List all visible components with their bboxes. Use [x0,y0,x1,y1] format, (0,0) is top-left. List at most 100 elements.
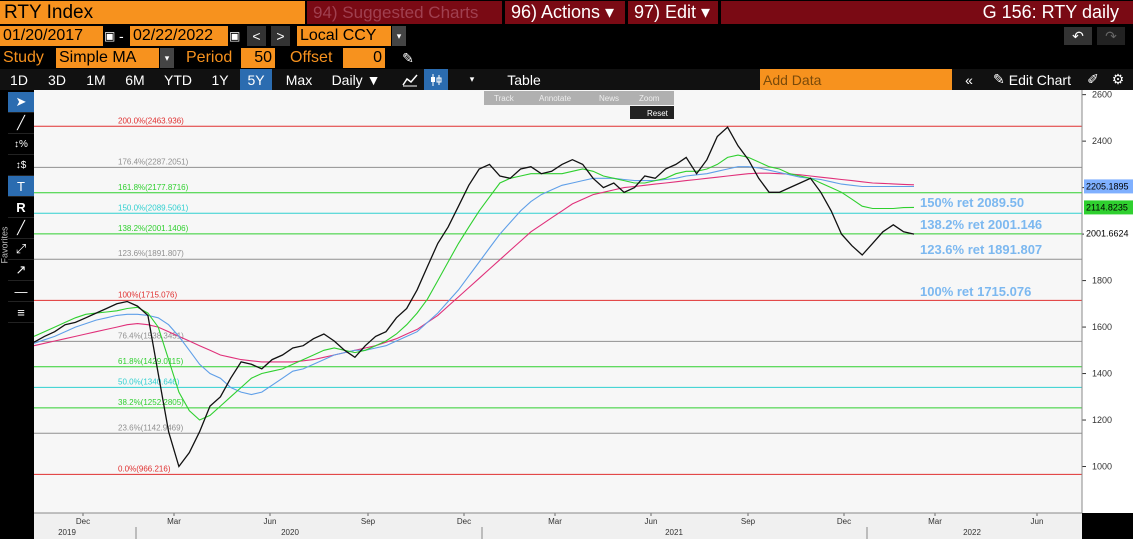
candle-chart-icon[interactable] [424,69,448,90]
ticker-field[interactable]: RTY Index [0,1,305,24]
x-tick-label: Dec [76,517,90,526]
reset-button[interactable] [630,106,674,119]
calendar-icon[interactable]: ▣ [104,29,116,43]
period-label: Period [186,49,233,66]
trendline-icon[interactable]: ╱ [8,218,34,239]
period-5y[interactable]: 5Y [240,69,272,90]
actions-label: 96) Actions ▾ [511,2,615,22]
pen-icon[interactable]: ╱ [8,113,34,134]
date-bar: 01/20/2017 ▣ - 02/22/2022 ▣ < > Local CC… [0,25,1133,47]
retracement-annotation: 150% ret 2089.50 [920,195,1024,210]
calendar-icon[interactable]: ▣ [229,29,241,43]
x-tick-label: Jun [1031,517,1044,526]
study-label: Study [3,49,44,66]
x-tick-label: Sep [361,517,376,526]
x-tick-label: Dec [837,517,851,526]
news-button[interactable]: News [599,94,619,103]
annotate-button[interactable]: Annotate [539,94,572,103]
study-select[interactable]: Simple MA [56,48,159,68]
percent-line-icon[interactable]: ↕% [8,134,34,155]
y-tick-label: 2400 [1092,136,1112,146]
retracement-icon[interactable]: R [8,197,34,218]
horizontal-line-icon[interactable]: — [8,281,34,302]
offset-label: Offset [290,49,333,66]
period-1m[interactable]: 1M [86,71,106,88]
next-period-button[interactable]: > [271,26,290,46]
channel-icon[interactable]: ⤢ [8,239,34,260]
price-chart[interactable]: 200.0%(2463.936) 176.4%(2287.2051) 161.8%(… [33,90,1133,539]
edit-icon[interactable]: ✐ [1087,71,1099,87]
period-max[interactable]: Max [285,71,313,88]
fib-level-label: 200.0%(2463.936) [118,116,184,125]
x-tick-label: Mar [928,517,942,526]
drawing-toolbar: ➤ ╱ ↕% ↕$ T R ╱ ⤢ ↗ — ≡ [8,92,34,323]
pencil-icon[interactable]: ✎ [402,49,414,66]
ray-icon[interactable]: ↗ [8,260,34,281]
track-button[interactable]: Track [494,94,515,103]
frequency-select[interactable]: Daily ▼ [331,71,381,88]
edit-label: 97) Edit ▾ [634,2,711,22]
zoom-button[interactable]: Zoom [639,94,660,103]
fib-level-label: 176.4%(2287.2051) [118,157,189,166]
y-tick-label: 1600 [1092,322,1112,332]
end-date-field[interactable]: 02/22/2022 [130,26,228,46]
add-data-input[interactable]: Add Data [760,69,952,90]
fib-level-label: 150.0%(2089.5061) [118,203,189,212]
next-label: > [276,28,285,44]
dollar-line-icon[interactable]: ↕$ [8,155,34,176]
fib-level-label: 38.2%(1252.2805) [118,398,184,407]
period-6m[interactable]: 6M [125,71,145,88]
chart-area[interactable]: 200.0%(2463.936) 176.4%(2287.2051) 161.8%(… [33,90,1133,539]
suggested-charts-menu[interactable]: 94) Suggested Charts [307,1,502,24]
series-line [33,154,915,421]
prev-label: < [252,28,261,44]
x-axis-panel [34,513,1082,539]
currency-value: Local CCY [300,27,377,44]
currency-select[interactable]: Local CCY [297,26,391,46]
add-data-placeholder: Add Data [763,71,822,88]
chevron-down-icon[interactable]: ▾ [160,48,174,68]
fib-level-label: 50.0%(1340.646) [118,377,180,386]
x-tick-label: Mar [548,517,562,526]
period-3d[interactable]: 3D [48,71,66,88]
period-ytd[interactable]: YTD [164,71,192,88]
last-value-tag [1084,179,1133,194]
retracement-annotation: 123.6% ret 1891.807 [920,242,1042,257]
period-1y[interactable]: 1Y [211,71,229,88]
chevron-down-icon[interactable]: ▾ [469,74,475,84]
edit-chart-label: Edit Chart [1008,71,1071,88]
x-tick-label: Dec [457,517,471,526]
last-value-label: 2001.6624 [1086,229,1129,239]
parallel-lines-icon[interactable]: ≡ [8,302,34,323]
x-tick-label: Sep [741,517,756,526]
actions-menu[interactable]: 96) Actions ▾ [505,1,625,24]
period-1d[interactable]: 1D [10,71,28,88]
edit-chart-button[interactable]: ✎ Edit Chart [984,69,1080,90]
redo-icon[interactable]: ↷ [1097,27,1125,45]
series-line [33,172,915,363]
pointer-icon[interactable]: ➤ [8,92,34,113]
offset-value: 0 [373,49,382,66]
text-icon[interactable]: T [8,176,34,197]
undo-icon[interactable]: ↶ [1064,27,1092,45]
y-axis-panel [1082,90,1133,513]
fib-level-label: 61.8%(1429.0115) [118,357,184,366]
last-value-label: 2114.8235 [1086,202,1128,212]
line-chart-icon[interactable] [398,69,422,90]
period-input[interactable]: 50 [241,48,275,68]
series-line [33,166,914,396]
start-date: 01/20/2017 [3,27,84,44]
collapse-icon[interactable]: « [965,71,973,88]
edit-menu[interactable]: 97) Edit ▾ [628,1,718,24]
x-tick-label: Mar [167,517,181,526]
chevron-down-icon[interactable]: ▾ [392,26,406,46]
fib-level-label: 161.8%(2177.8716) [118,183,189,192]
prev-period-button[interactable]: < [247,26,266,46]
year-label: 2021 [665,528,683,537]
plot-background [34,90,1082,513]
gear-icon[interactable]: ⚙ [1111,71,1125,87]
table-button[interactable]: Table [507,71,541,88]
offset-input[interactable]: 0 [343,48,385,68]
pencil-icon: ✎ [993,71,1005,87]
start-date-field[interactable]: 01/20/2017 [0,26,103,46]
